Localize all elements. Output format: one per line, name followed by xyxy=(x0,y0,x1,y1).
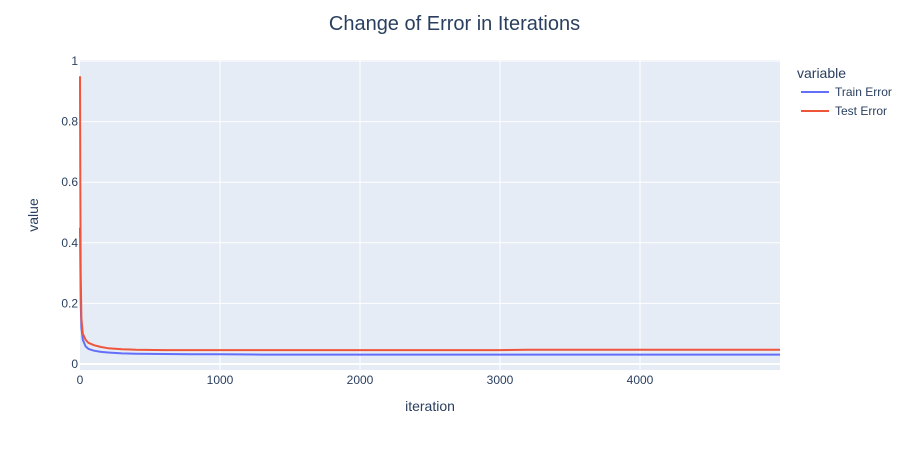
y-axis-label: value xyxy=(25,198,41,232)
x-tick-label-0: 0 xyxy=(77,373,84,387)
series-lines xyxy=(79,76,780,356)
legend-items: Train Error Test Error xyxy=(801,85,892,118)
series-line-test-error xyxy=(79,76,780,352)
legend-item-train-error[interactable]: Train Error xyxy=(801,85,892,99)
x-tick-label-2: 2000 xyxy=(347,373,374,387)
x-axis-label: iteration xyxy=(405,398,455,414)
y-tick-labels: 0 0.2 0.4 0.6 0.8 1 xyxy=(61,54,78,371)
x-tick-label-4: 4000 xyxy=(627,373,654,387)
legend-title: variable xyxy=(797,65,846,81)
y-tick-label-2: 0.4 xyxy=(61,236,78,250)
legend-item-test-error[interactable]: Test Error xyxy=(801,104,887,118)
legend[interactable]: variable Train Error Test Error xyxy=(797,65,892,118)
y-tick-label-4: 0.8 xyxy=(61,115,78,129)
legend-label: Train Error xyxy=(835,85,892,99)
x-tick-label-3: 3000 xyxy=(487,373,514,387)
y-tick-label-0: 0 xyxy=(71,357,78,371)
x-tick-label-1: 1000 xyxy=(207,373,234,387)
legend-label: Test Error xyxy=(835,104,887,118)
y-tick-label-1: 0.2 xyxy=(61,296,78,310)
y-tick-label-5: 1 xyxy=(71,54,78,68)
plot-area xyxy=(80,60,780,370)
y-tick-label-3: 0.6 xyxy=(61,175,78,189)
chart-title: Change of Error in Iterations xyxy=(329,13,580,35)
series-line-train-error xyxy=(79,227,780,356)
x-tick-labels: 0 1000 2000 3000 4000 xyxy=(77,373,654,387)
grid-lines xyxy=(80,60,780,370)
